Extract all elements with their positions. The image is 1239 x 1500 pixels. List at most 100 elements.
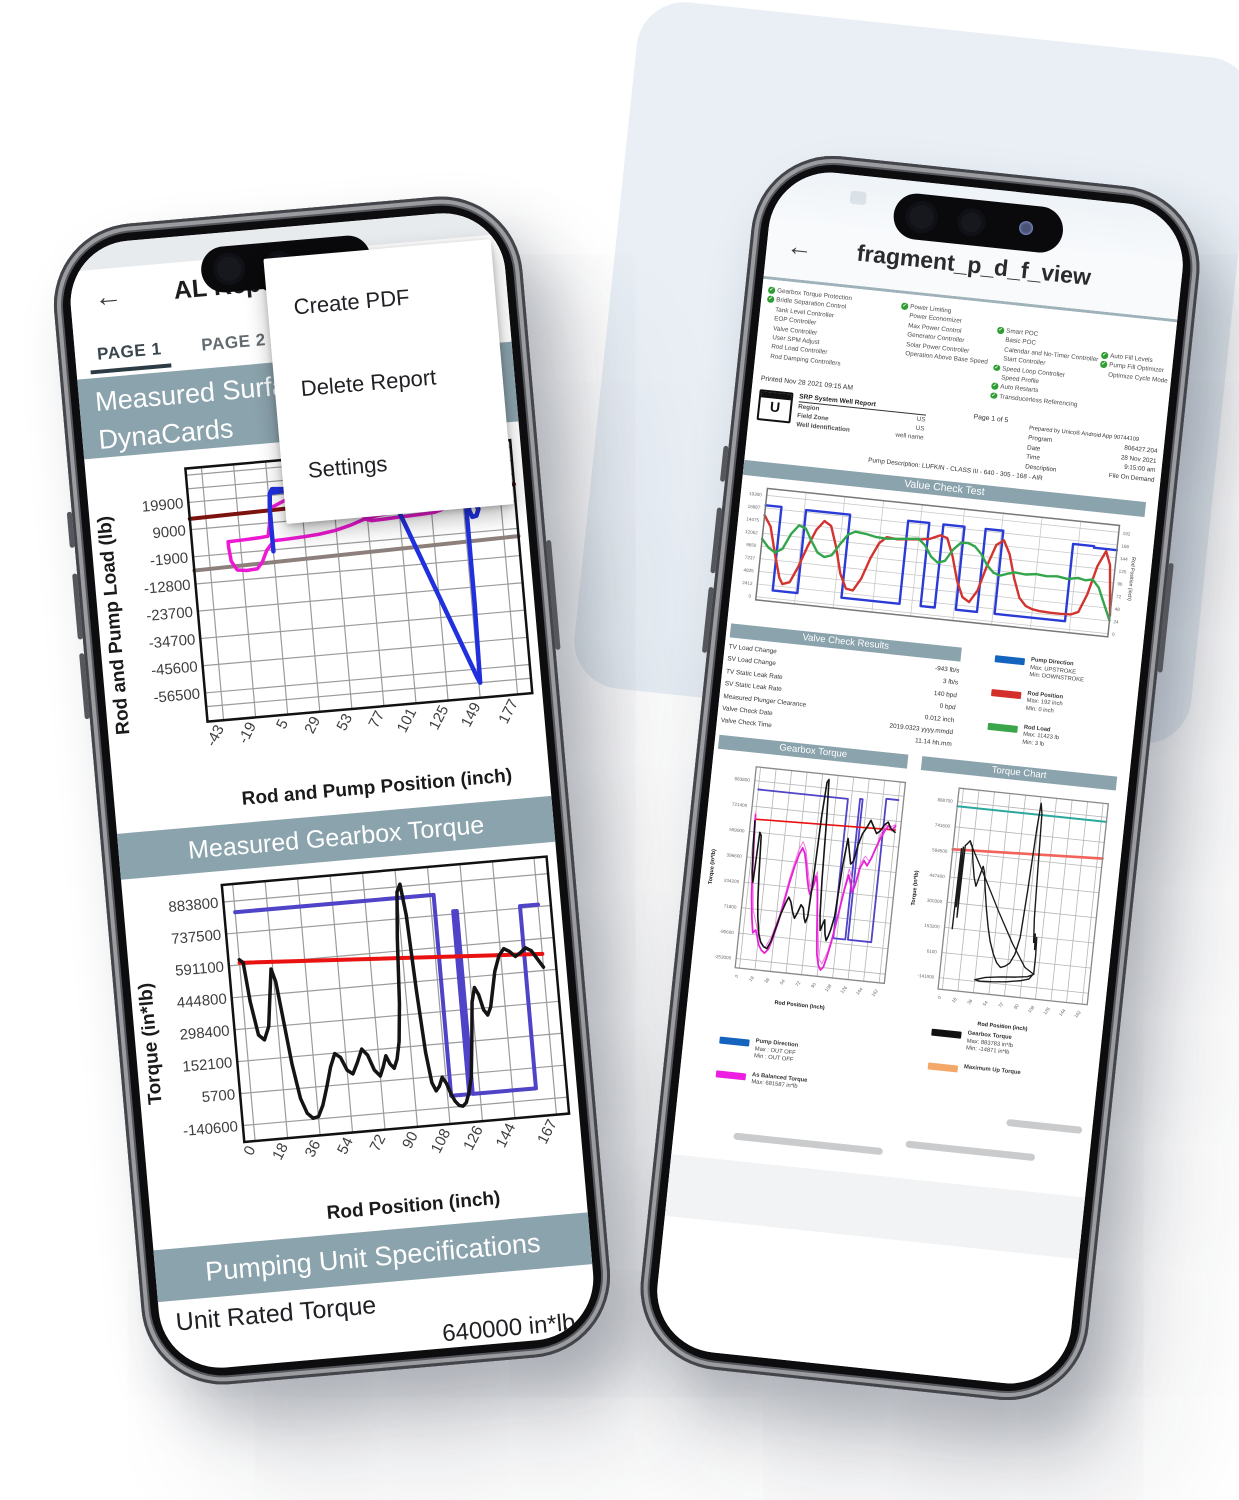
svg-text:36: 36 [763,977,770,984]
svg-text:153200: 153200 [924,923,940,930]
svg-text:-90600: -90600 [719,929,734,936]
svg-text:234200: 234200 [724,878,740,885]
svg-text:71800: 71800 [724,903,738,909]
svg-text:9650: 9650 [746,542,757,548]
mute-switch [66,511,75,548]
svg-text:741600: 741600 [935,822,951,829]
phone-right: ← fragment_p_d_f_view ✓ Gearbox Torque Pr… [632,147,1208,1409]
menu-item-create-pdf[interactable]: Create PDF [292,284,411,320]
svg-text:737500: 737500 [171,927,222,948]
pdf-page-view[interactable]: ✓ Gearbox Torque Protection ✓ Bridle Separa… [651,278,1178,1390]
svg-text:-12800: -12800 [143,577,191,598]
svg-text:721400: 721400 [732,802,748,809]
svg-text:444800: 444800 [176,991,227,1012]
svg-text:96: 96 [1117,581,1123,587]
svg-text:4825: 4825 [743,567,754,573]
svg-text:888700: 888700 [937,797,953,804]
svg-text:-1900: -1900 [149,550,189,570]
menu-item-settings[interactable]: Settings [306,450,389,483]
svg-text:36: 36 [966,998,973,1005]
feature-column-1: ✓ Gearbox Torque Protection ✓ Bridle Separa… [761,285,853,369]
svg-text:0: 0 [240,1143,259,1158]
placeholder-bar [905,1140,1036,1162]
svg-text:90: 90 [1013,1003,1020,1010]
volume-down-button [79,653,90,720]
feature-column-2: ✓ Power Limiting Power Economizer Max Power… [896,301,993,367]
svg-text:108: 108 [1027,1004,1036,1013]
svg-text:12062: 12062 [745,529,759,535]
svg-text:77: 77 [365,708,388,731]
svg-text:72: 72 [794,980,801,987]
well-meta-table: SRP System Well Report Region US Field Zon… [796,393,927,442]
svg-text:144: 144 [855,986,864,995]
legend-swatch [931,1028,962,1039]
svg-text:-19: -19 [235,719,260,746]
svg-text:-140600: -140600 [182,1118,238,1140]
valve-check-chart: 1930016887144751206296507237482524120192… [742,487,1131,638]
legend-swatch [719,1036,750,1047]
svg-text:162: 162 [1073,1009,1082,1018]
svg-text:53: 53 [333,711,356,734]
svg-text:192: 192 [1122,531,1131,537]
svg-text:0: 0 [1112,632,1116,637]
feature-column-4: ✓ Auto Fill Levels ✓ Pump Fill Optimizer Opt… [1099,351,1170,386]
svg-text:72: 72 [997,1001,1004,1008]
check-icon: ✓ [991,382,999,390]
gallery-icon [849,190,867,206]
camera-lens-icon [904,199,940,235]
svg-text:167: 167 [534,1117,561,1147]
svg-text:36: 36 [302,1137,325,1160]
tab-page-2[interactable]: PAGE 2 [200,330,267,355]
svg-text:177: 177 [495,697,522,727]
svg-text:90: 90 [399,1129,422,1152]
svg-text:883800: 883800 [168,895,219,916]
camera-lens-icon [211,251,247,287]
svg-text:7237: 7237 [745,555,756,561]
svg-text:126: 126 [839,985,848,994]
overflow-menu: Create PDF Delete Report Settings [263,239,514,524]
menu-item-delete-report[interactable]: Delete Report [299,364,438,402]
unico-logo: U [756,389,794,424]
svg-text:48: 48 [1114,607,1120,613]
svg-text:0: 0 [734,973,740,978]
check-icon: ✓ [766,295,775,303]
legend-entry: Pump Direction Max : OUT OFF Min : OUT OFF [718,1035,812,1067]
valve-results-table: TV Load Change -943 lb/s SV Load Change 3 l… [720,641,960,752]
bottom-legend-left: Pump Direction Max : OUT OFF Min : OUT OFF… [714,1035,811,1104]
back-icon[interactable]: ← [785,230,815,263]
power-button [546,539,561,650]
legend-swatch [990,688,1022,699]
svg-text:19300: 19300 [749,491,763,497]
svg-text:-34700: -34700 [148,631,196,652]
svg-text:14475: 14475 [746,516,760,522]
svg-text:-45600: -45600 [150,658,198,679]
legend-swatch [994,655,1026,666]
back-icon[interactable]: ← [92,279,124,313]
svg-text:18: 18 [748,975,755,982]
legend-entry: As Balanced Torque Max: 681587 in*lb [715,1068,808,1093]
svg-text:126: 126 [460,1123,487,1153]
svg-text:594500: 594500 [932,847,948,854]
legend-text: As Balanced Torque Max: 681587 in*lb [751,1072,808,1093]
svg-text:72: 72 [1116,594,1122,600]
check-icon: ✓ [996,326,1005,334]
svg-text:19900: 19900 [141,495,184,516]
check-icon: ✓ [1100,351,1109,359]
svg-text:90: 90 [810,981,817,988]
svg-text:9000: 9000 [152,522,187,542]
svg-text:300300: 300300 [927,898,943,905]
legend-text: Rod Position Max: 192 inch Min: 0 inch [1025,691,1064,717]
svg-text:-253000: -253000 [714,954,732,961]
svg-text:72: 72 [367,1132,390,1155]
svg-text:18: 18 [269,1140,292,1163]
feature-column-3: ✓ Smart POC Basic POC Calendar and No-Timer… [990,326,1101,412]
svg-text:144: 144 [1120,556,1129,562]
check-icon: ✓ [1099,360,1108,369]
tab-page-1[interactable]: PAGE 1 [96,339,163,364]
svg-text:24: 24 [1113,619,1119,625]
placeholder-bar [733,1132,884,1156]
svg-text:447400: 447400 [929,873,945,880]
volume-up-button [72,573,83,640]
